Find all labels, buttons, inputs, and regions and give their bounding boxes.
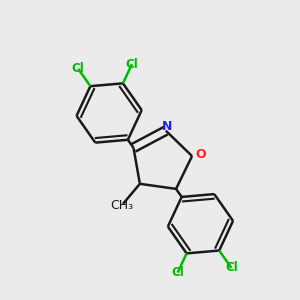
Text: O: O: [195, 148, 206, 161]
Text: Cl: Cl: [72, 62, 85, 75]
Text: CH₃: CH₃: [110, 199, 133, 212]
Text: Cl: Cl: [225, 262, 238, 275]
Text: Cl: Cl: [171, 266, 184, 279]
Text: Cl: Cl: [126, 58, 138, 70]
Text: N: N: [162, 120, 172, 133]
